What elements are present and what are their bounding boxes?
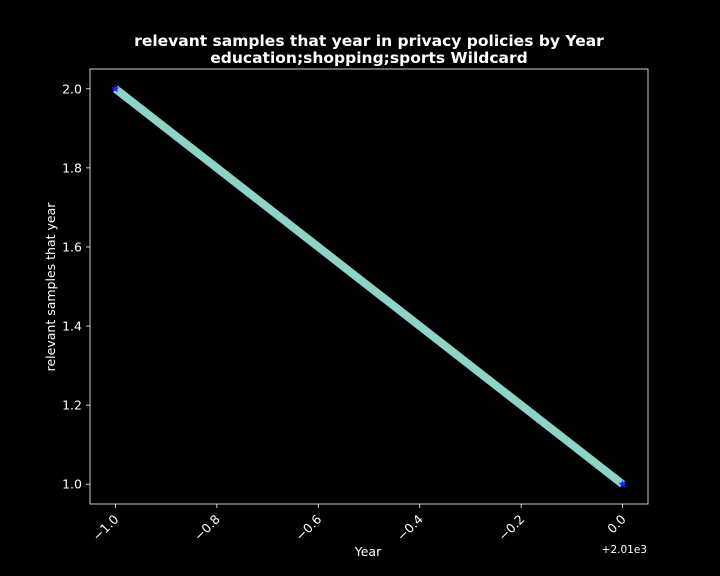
- y-tick-label: 1.8: [62, 160, 82, 175]
- y-tick-label: 1.4: [62, 319, 82, 334]
- series-layer: [111, 84, 627, 488]
- y-axis-label: relevant samples that year: [43, 202, 58, 372]
- x-axis-label: Year: [354, 544, 382, 559]
- y-axis-ticks: 1.0 1.2 1.4 1.6 1.8 2.0: [62, 81, 90, 492]
- data-point: [618, 479, 627, 488]
- y-tick-label: 1.2: [62, 398, 82, 413]
- y-tick-label: 1.0: [62, 477, 82, 492]
- chart-subtitle: education;shopping;sports Wildcard: [210, 49, 528, 67]
- chart-title: relevant samples that year in privacy po…: [134, 32, 604, 50]
- y-tick-label: 2.0: [62, 81, 82, 96]
- data-point: [111, 84, 120, 93]
- series-line: [112, 85, 626, 488]
- plot-area-frame: [89, 68, 649, 505]
- y-tick-label: 1.6: [62, 239, 82, 254]
- x-axis-offset-label: +2.01e3: [602, 544, 647, 556]
